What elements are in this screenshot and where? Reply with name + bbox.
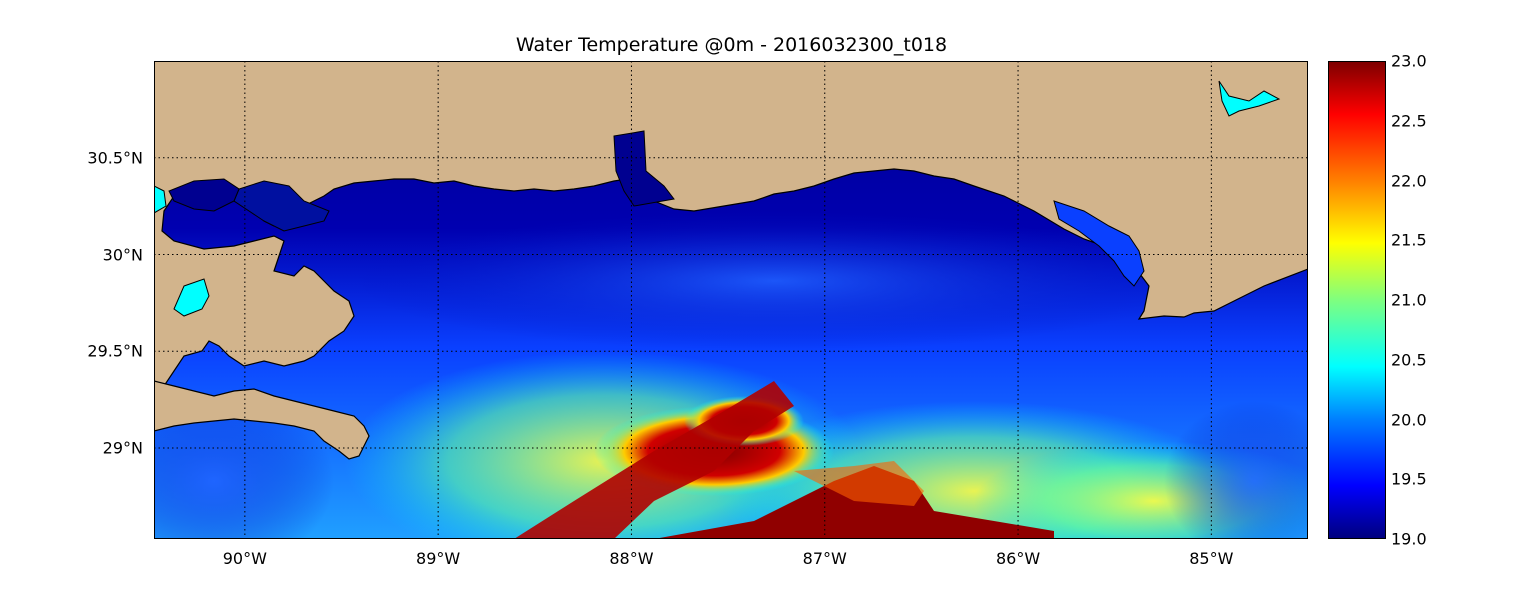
latitude-label: 29.5°N — [87, 341, 143, 361]
latitude-label: 29°N — [102, 438, 143, 458]
colorbar-tick-label: 20.0 — [1391, 410, 1427, 429]
map-title: Water Temperature @0m - 2016032300_t018 — [515, 34, 948, 56]
colorbar-tick-label: 19.5 — [1391, 469, 1427, 489]
longitude-label: 86°W — [995, 549, 1041, 568]
longitude-label: 90°W — [222, 549, 267, 568]
bay-water — [168, 130, 1145, 287]
colorbar-tick-label: 22.0 — [1391, 171, 1427, 190]
colorbar-tick-label: 21.0 — [1391, 290, 1427, 310]
colorbar-tick-label: 22.5 — [1391, 111, 1427, 131]
temperature-map — [154, 61, 1308, 539]
colorbar-tick-label: 21.5 — [1391, 230, 1427, 250]
colorbar-tick-label: 23.0 — [1391, 51, 1427, 71]
longitude-label: 89°W — [416, 549, 461, 568]
latitude-label: 30°N — [102, 245, 143, 265]
colorbar-tick-label: 19.0 — [1391, 529, 1427, 549]
longitude-label: 87°W — [802, 549, 847, 568]
longitude-label: 88°W — [609, 549, 654, 568]
graticule — [154, 61, 1308, 539]
latitude-label: 30.5°N — [87, 148, 143, 168]
longitude-label: 85°W — [1189, 549, 1234, 568]
colorbar — [1328, 61, 1386, 539]
land-coastline — [154, 61, 1308, 460]
colorbar-tick-label: 20.5 — [1391, 350, 1427, 370]
